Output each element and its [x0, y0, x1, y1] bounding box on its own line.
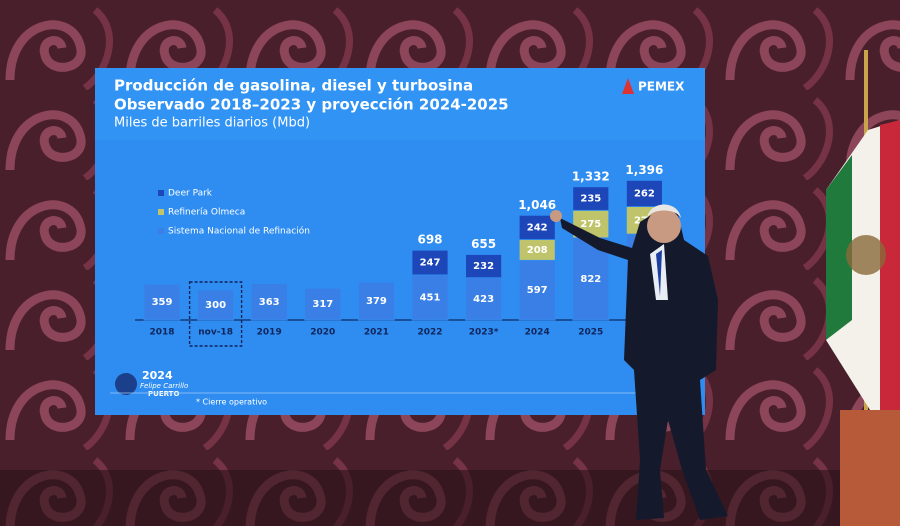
legend-label: Refinería Olmeca: [168, 208, 245, 218]
bar-segment: [250, 283, 288, 321]
bar-segment: [357, 281, 395, 321]
x-tick-label: 2021: [364, 328, 389, 338]
unit-label: Miles de barriles diarios (Mbd): [114, 116, 310, 131]
screen-header: [95, 68, 705, 140]
bar-segment: [626, 179, 663, 207]
badge-name: Felipe Carrillo: [140, 382, 188, 390]
badge-place: PUERTO: [148, 390, 179, 398]
chart-title: Producción de gasolina, diesel y turbosi…: [114, 77, 473, 95]
badge-icon: [115, 373, 137, 395]
flag: [826, 50, 900, 526]
x-tick-label: 2019: [257, 328, 282, 338]
segment-label: 262: [634, 189, 655, 200]
segment-label: 363: [259, 297, 280, 308]
segment-label: 379: [366, 296, 387, 307]
total-label: 1,332: [572, 169, 610, 183]
segment-label: 822: [580, 274, 601, 285]
legend-label: Sistema Nacional de Refinación: [168, 226, 310, 237]
x-tick-label: 2020: [310, 328, 335, 338]
presenter: [550, 204, 728, 520]
badge-year: 2024: [142, 369, 173, 382]
total-label: 1,396: [625, 163, 663, 177]
logo: PEMEX: [638, 80, 685, 94]
segment-label: 242: [527, 222, 548, 233]
x-tick-label: 2018: [149, 328, 174, 338]
bar-segment: [143, 283, 181, 321]
segment-label: 208: [527, 245, 548, 256]
segment-label: 232: [473, 261, 494, 272]
legend-swatch: [158, 190, 164, 196]
chart-subtitle: Observado 2018–2023 y proyección 2024-20…: [114, 96, 509, 114]
total-label: 1,046: [518, 198, 556, 212]
legend-swatch: [158, 209, 164, 215]
bar-segment: [518, 259, 556, 321]
bar-segment: [518, 214, 556, 240]
segment-label: 300: [205, 300, 226, 311]
x-tick-label: 2024: [525, 328, 550, 338]
bar-segment: [304, 287, 342, 321]
legend-label: Deer Park: [168, 189, 213, 199]
total-label: 655: [471, 237, 496, 251]
bar-segment: [572, 186, 610, 211]
x-tick-label: nov-18: [198, 328, 233, 338]
segment-label: 423: [473, 294, 494, 305]
bar-segment: [411, 274, 449, 321]
legend-swatch: [158, 228, 164, 234]
highlight-box: [188, 281, 243, 347]
segment-label: 275: [580, 219, 601, 230]
segment-label: 451: [420, 292, 441, 303]
bar-segment: [465, 254, 503, 279]
logo-icon: [622, 78, 634, 94]
total-label: 698: [417, 233, 442, 247]
x-tick-label: 2025: [578, 328, 603, 338]
bar-segment: [465, 277, 503, 321]
bar-segment: [411, 249, 449, 276]
segment-label: 235: [580, 194, 601, 205]
bar-segment: [197, 289, 235, 321]
x-tick-label: 2023*: [469, 328, 499, 338]
floor: [0, 470, 900, 526]
x-tick-label: 2022: [417, 328, 442, 338]
segment-label: 247: [420, 258, 441, 269]
segment-label: 597: [527, 285, 548, 296]
segment-label: 317: [312, 299, 333, 310]
footnote: * Cierre operativo: [196, 398, 267, 407]
segment-label: 359: [152, 297, 173, 308]
